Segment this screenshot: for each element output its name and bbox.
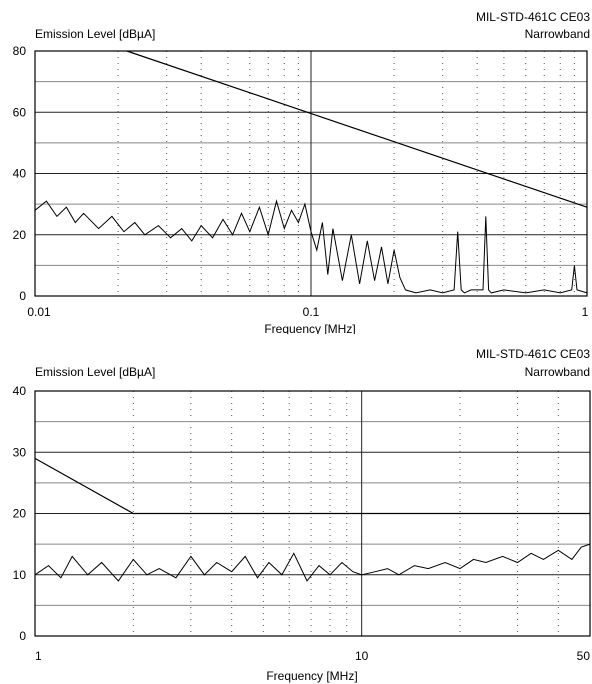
chart-2-subtitle: Narrowband (525, 365, 590, 379)
chart-1-y-tick-label: 20 (13, 228, 27, 242)
chart-2-x-tick-label: 50 (577, 649, 591, 663)
chart-2-y-tick-label: 30 (13, 445, 27, 459)
chart-2-series-measured (34, 543, 591, 582)
chart-1: MIL-STD-461C CE03 Narrowband Emission Le… (13, 10, 591, 334)
chart-2-title: MIL-STD-461C CE03 (476, 347, 590, 361)
chart-1-series-measured (34, 199, 588, 294)
chart-2-x-tick-label: 1 (35, 649, 42, 663)
chart-2-series-limit (34, 457, 590, 515)
chart-1-xlabel: Frequency [MHz] (264, 322, 355, 334)
chart-1-x-tick-label: 1 (582, 305, 589, 319)
chart-1-x-tick-label: 0.01 (27, 305, 51, 319)
chart-1-subtitle: Narrowband (525, 27, 590, 41)
chart-2-y-tick-label: 20 (13, 507, 27, 521)
chart-2-y-tick-label: 0 (19, 629, 26, 643)
chart-2-y-tick-label: 10 (13, 568, 27, 582)
chart-2: MIL-STD-461C CE03 Narrowband Emission Le… (13, 347, 591, 683)
chart-1-y-tick-label: 80 (13, 44, 27, 58)
chart-1-y-tick-label: 40 (13, 167, 27, 181)
chart-1-title: MIL-STD-461C CE03 (476, 10, 590, 24)
chart-2-ylabel: Emission Level [dBµA] (35, 365, 155, 379)
chart-2-x-tick-label: 10 (355, 649, 369, 663)
chart-1-ylabel: Emission Level [dBµA] (35, 27, 155, 41)
chart-1-series-limit (126, 50, 588, 208)
chart-1-x-tick-label: 0.1 (303, 305, 320, 319)
chart-1-y-tick-label: 0 (19, 289, 26, 303)
chart-2-y-tick-label: 40 (13, 384, 27, 398)
chart-2-xlabel: Frequency [MHz] (266, 669, 357, 683)
chart-1-plot-frame (34, 50, 588, 297)
chart-1-y-tick-label: 60 (13, 105, 27, 119)
